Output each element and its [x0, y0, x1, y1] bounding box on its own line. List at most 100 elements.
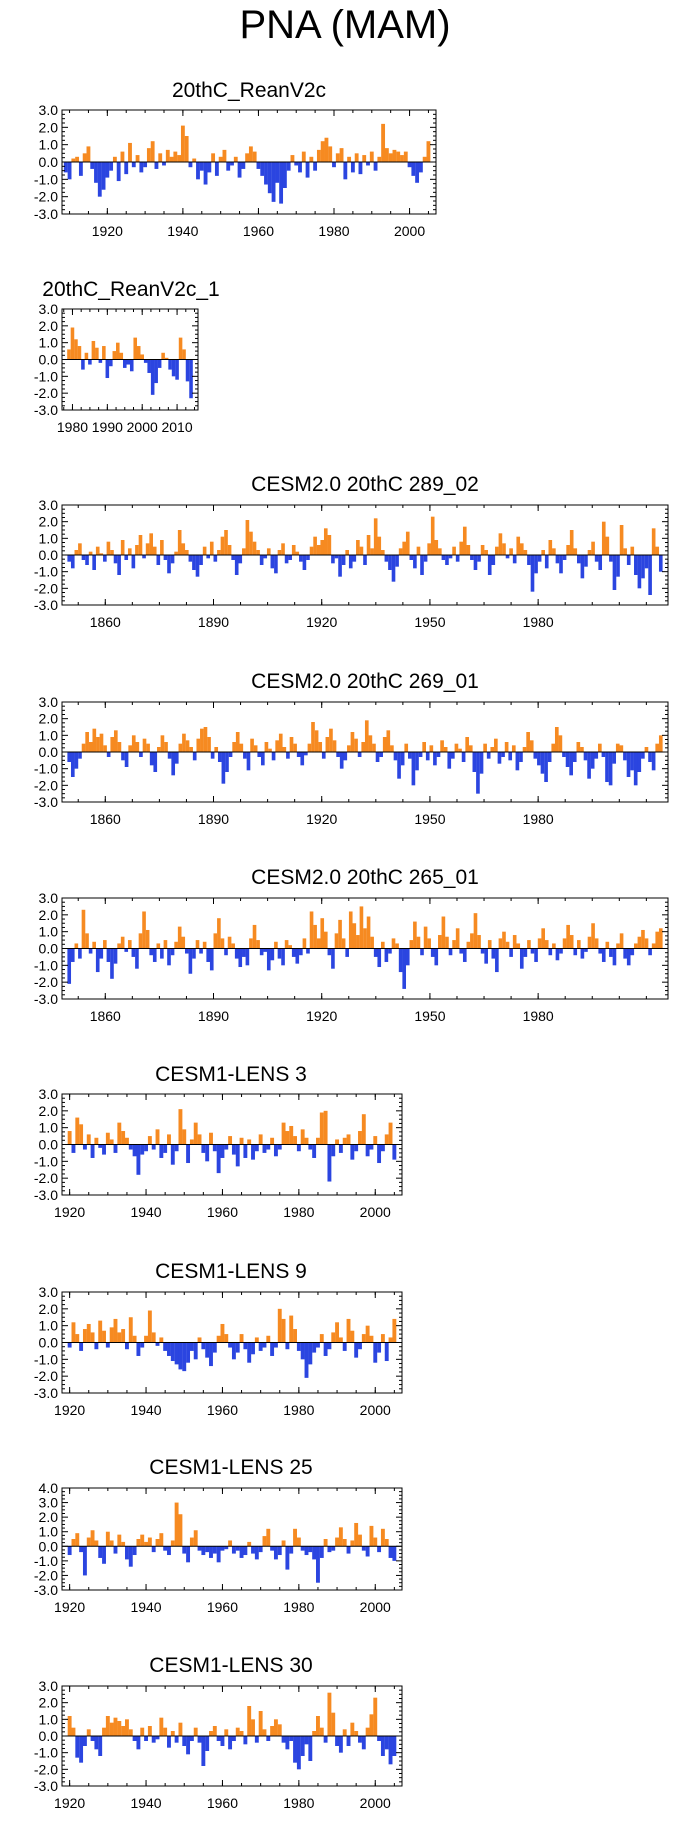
negative-bar	[434, 948, 439, 966]
negative-bar	[243, 1736, 248, 1745]
negative-bar	[308, 1144, 313, 1150]
positive-bar	[413, 921, 417, 949]
negative-bar	[186, 1342, 191, 1363]
negative-bar	[212, 1546, 217, 1554]
negative-bar	[203, 162, 208, 185]
negative-bar	[254, 1736, 259, 1743]
positive-bar	[138, 933, 143, 949]
positive-bar	[335, 153, 340, 162]
positive-bar	[377, 536, 382, 555]
positive-bar	[252, 151, 257, 162]
positive-bar	[157, 747, 161, 752]
positive-bar	[327, 535, 332, 555]
negative-bar	[288, 555, 292, 560]
positive-bar	[541, 550, 545, 555]
negative-bar	[226, 162, 231, 171]
negative-bar	[380, 1144, 385, 1152]
negative-bar	[523, 948, 528, 957]
negative-bar	[630, 752, 634, 771]
negative-bar	[484, 948, 488, 964]
negative-bar	[210, 752, 215, 759]
positive-bar	[366, 916, 371, 949]
positive-bar	[178, 1514, 183, 1547]
negative-bar	[189, 1736, 194, 1741]
positive-bar	[71, 158, 76, 162]
positive-bar	[75, 1334, 80, 1343]
negative-bar	[341, 555, 346, 565]
positive-bar	[156, 943, 161, 949]
positive-bar	[293, 743, 297, 752]
negative-bar	[220, 1144, 225, 1158]
positive-bar	[103, 745, 107, 752]
negative-bar	[170, 1342, 175, 1362]
positive-bar	[277, 1308, 282, 1343]
positive-bar	[328, 146, 333, 162]
positive-bar	[350, 1540, 355, 1547]
negative-bar	[201, 1546, 206, 1556]
negative-bar	[335, 1736, 340, 1746]
x-tick-label: 2000	[360, 1204, 391, 1220]
negative-bar	[113, 555, 118, 564]
negative-bar	[476, 752, 480, 794]
x-tick-label: 1960	[243, 223, 274, 239]
positive-bar	[605, 536, 610, 555]
negative-bar	[92, 555, 96, 570]
negative-bar	[128, 1144, 133, 1150]
positive-bar	[495, 546, 499, 555]
x-tick-label: 1980	[283, 1599, 314, 1615]
negative-bar	[436, 752, 441, 757]
negative-bar	[358, 1342, 362, 1350]
positive-bar	[147, 1726, 152, 1736]
negative-bar	[262, 1342, 267, 1348]
positive-bar	[331, 1332, 336, 1343]
negative-bar	[601, 948, 606, 962]
positive-bar	[161, 352, 165, 360]
negative-bar	[299, 555, 303, 562]
positive-bar	[285, 1131, 290, 1145]
y-tick-label: -2.0	[34, 189, 58, 205]
negative-bar	[167, 752, 172, 759]
y-tick-label: 2.0	[39, 907, 59, 923]
x-tick-label: 2010	[161, 419, 192, 435]
negative-bar	[220, 1736, 225, 1746]
positive-bar	[127, 940, 132, 949]
y-tick-label: 0.0	[39, 547, 59, 563]
x-tick-label: 1890	[198, 614, 229, 630]
y-tick-label: -1.0	[34, 1745, 58, 1761]
positive-bar	[382, 737, 387, 752]
positive-bar	[142, 738, 147, 752]
negative-bar	[291, 948, 296, 957]
negative-bar	[448, 948, 453, 956]
negative-bar	[235, 1144, 240, 1167]
y-tick-label: 0.0	[39, 352, 59, 368]
positive-bar	[372, 743, 376, 752]
positive-bar	[120, 151, 125, 162]
negative-bar	[587, 752, 591, 779]
negative-bar	[168, 359, 172, 370]
negative-bar	[273, 1144, 278, 1157]
negative-bar	[209, 1342, 213, 1367]
positive-bar	[174, 941, 178, 949]
negative-bar	[648, 752, 652, 762]
negative-bar	[306, 555, 310, 560]
negative-bar	[384, 1342, 389, 1362]
negative-bar	[304, 1342, 309, 1378]
negative-bar	[182, 1546, 187, 1554]
y-tick-label: -2.0	[34, 777, 58, 793]
negative-bar	[361, 1546, 366, 1551]
x-tick-label: 1940	[130, 1204, 161, 1220]
negative-bar	[245, 948, 250, 966]
positive-bar	[256, 940, 260, 949]
chart-panel-4: CESM2.0 20thC 269_01 3.02.01.00.0-1.0-2.0…	[34, 670, 669, 827]
positive-bar	[505, 941, 510, 949]
positive-bar	[82, 153, 87, 162]
positive-bar	[159, 1337, 164, 1343]
negative-bar	[296, 1144, 301, 1152]
negative-bar	[470, 555, 474, 560]
positive-bar	[105, 1132, 110, 1145]
positive-bar	[180, 125, 185, 162]
positive-bar	[347, 156, 352, 162]
negative-bar	[285, 1546, 290, 1570]
positive-bar	[235, 732, 240, 752]
negative-bar	[339, 752, 344, 769]
